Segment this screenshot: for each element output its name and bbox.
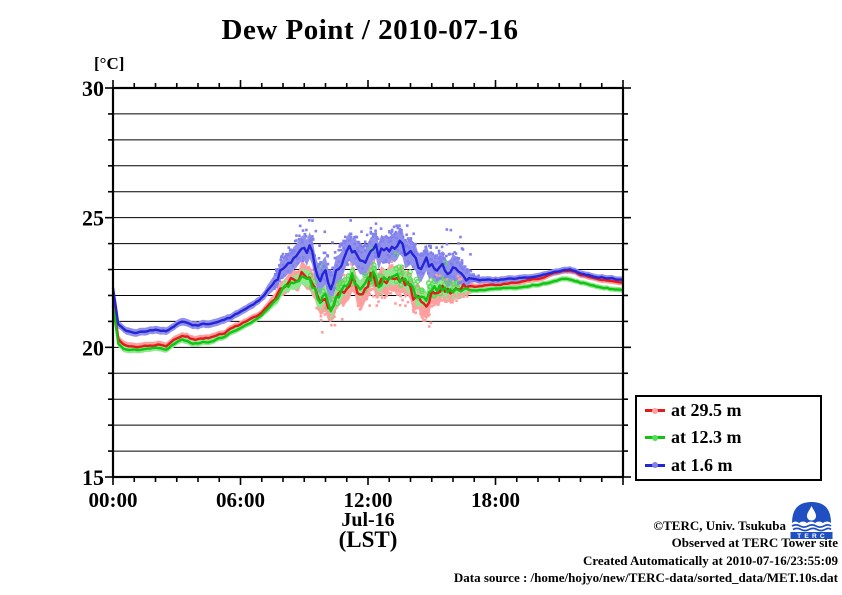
scatter-points [273, 218, 482, 334]
legend-line-sample-blue [645, 462, 665, 469]
svg-text:18:00: 18:00 [471, 488, 520, 512]
legend-item-12-3m: at 12.3 m [637, 425, 820, 451]
footer-observed-at: Observed at TERC Tower site [671, 535, 838, 551]
series-line-at1.6m [111, 239, 624, 335]
svg-text:20: 20 [82, 335, 104, 360]
footer-copyright: ©TERC, Univ. Tsukuba [653, 518, 786, 533]
svg-text:15: 15 [82, 465, 104, 490]
water-drop-icon [807, 506, 816, 521]
footer-data-source: Data source : /home/hojyo/new/TERC-data/… [453, 569, 838, 585]
logo-text: TERC [797, 533, 828, 539]
footer-credits: ©TERC, Univ. Tsukuba Observed at TERC To… [454, 517, 838, 586]
series-band-at12.3m [113, 262, 623, 354]
legend-item-label: at 1.6 m [671, 454, 733, 475]
series-band-at1.6m [113, 227, 623, 337]
svg-text:25: 25 [82, 206, 104, 231]
wave-line-icon [791, 524, 832, 528]
svg-text:30: 30 [82, 76, 104, 101]
terc-logo: TERC [790, 502, 833, 539]
legend-line-sample-red [645, 407, 665, 414]
series-line-at29.5m [111, 269, 624, 349]
legend-item-label: at 12.3 m [671, 427, 742, 448]
x-axis-date-label: Jul-16 [341, 509, 395, 531]
legend-item-label: at 29.5 m [671, 400, 742, 421]
footer-created-at: Created Automatically at 2010-07-16/23:5… [582, 552, 838, 568]
series-mean-lines [111, 239, 624, 352]
x-axis-timezone-label: (LST) [338, 527, 398, 552]
svg-text:06:00: 06:00 [216, 488, 265, 512]
legend-line-sample-green [645, 434, 665, 441]
wave-line-icon [792, 527, 832, 532]
svg-text:12:00: 12:00 [344, 488, 393, 512]
chart-title: Dew Point / 2010-07-16 [221, 14, 519, 46]
legend-box: at 29.5 m at 12.3 m at 1.6 m [635, 395, 822, 481]
axis-tick-labels: 15 20 25 30 00:00 06:00 12:00 18:00 [82, 76, 520, 512]
svg-text:00:00: 00:00 [89, 488, 138, 512]
series-line-at12.3m [111, 270, 624, 352]
plot-border [111, 86, 625, 479]
y-axis-unit-label: [°C] [94, 54, 125, 73]
legend-item-1-6m: at 1.6 m [637, 452, 820, 478]
legend-item-29-5m: at 29.5 m [637, 398, 820, 424]
series-halo-bands [113, 227, 623, 354]
